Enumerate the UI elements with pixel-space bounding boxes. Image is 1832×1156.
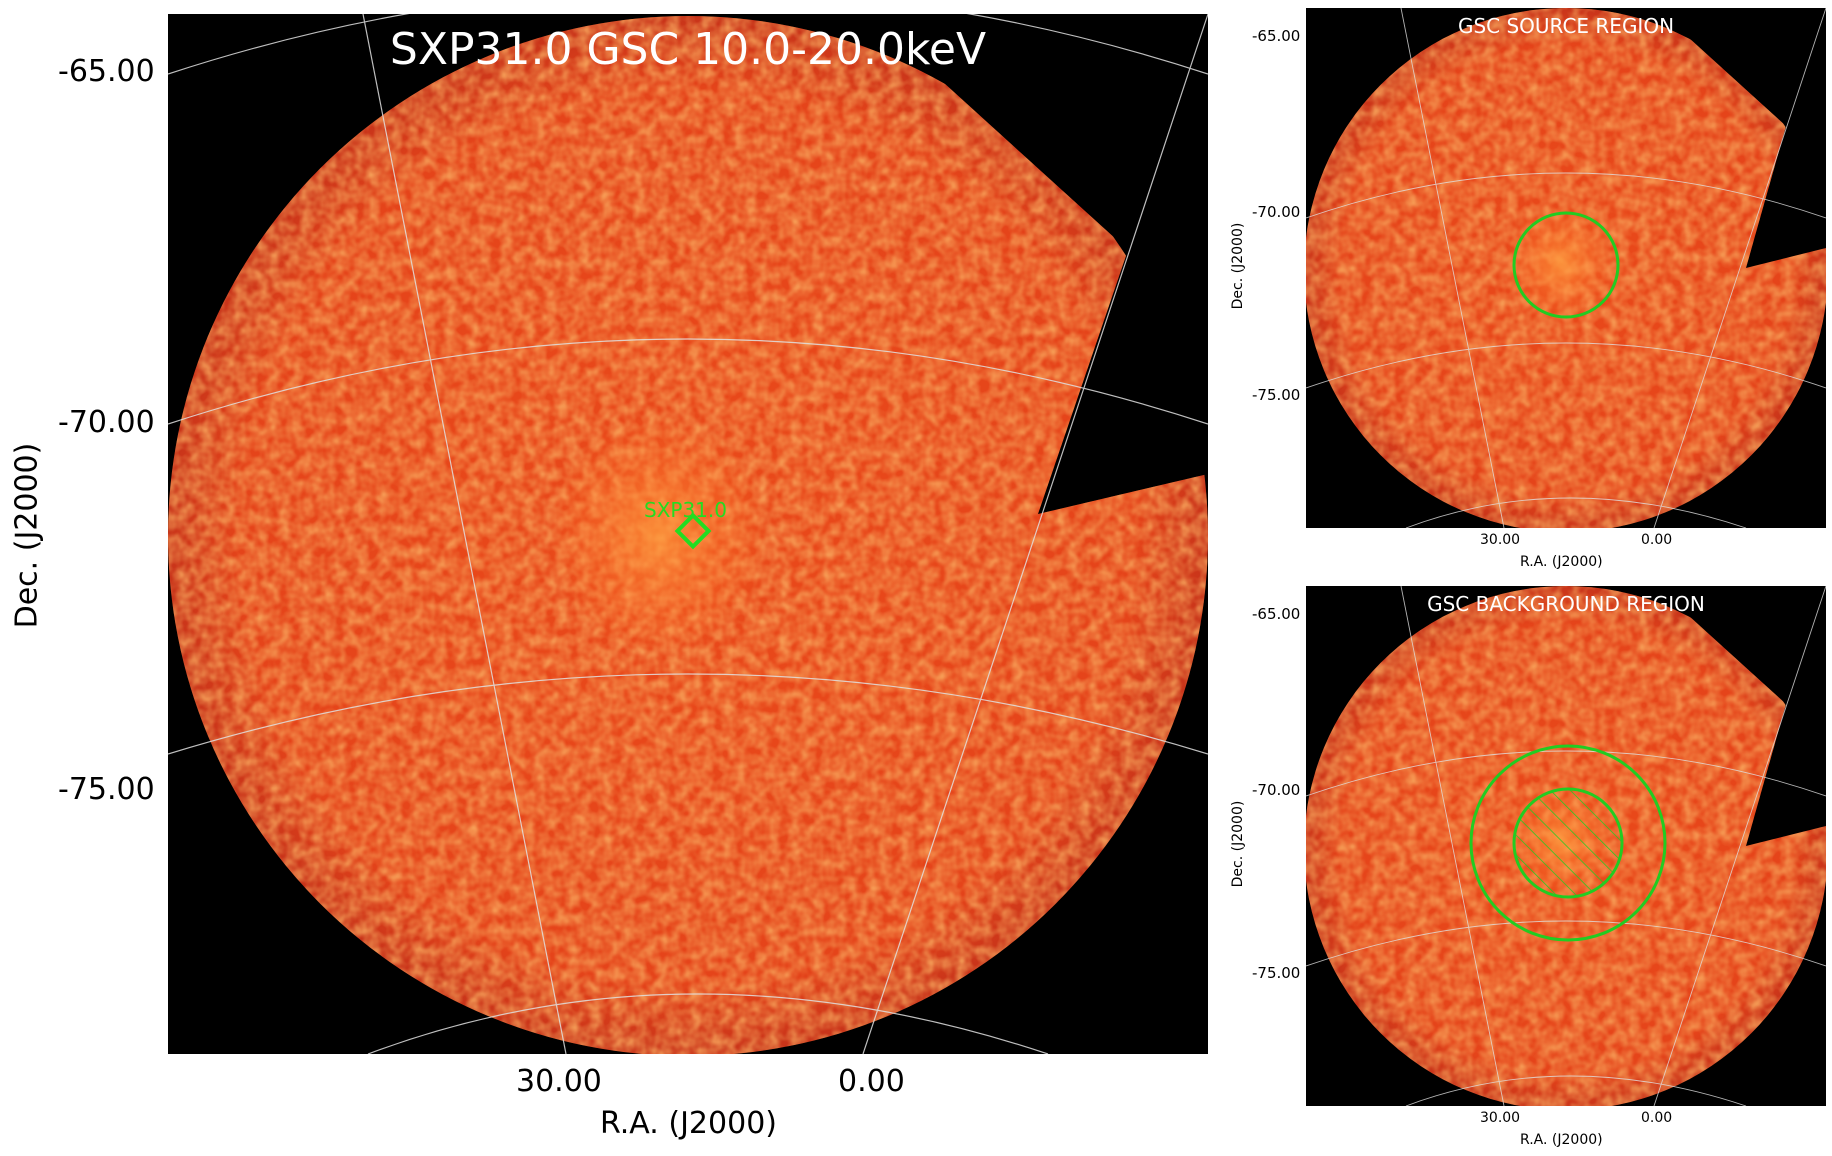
background-y-axis-label: Dec. (J2000)	[1230, 800, 1246, 888]
background-y-tick-1: -65.00	[1252, 605, 1301, 623]
main-y-tick-1: -65.00	[58, 54, 155, 89]
exposure-field	[168, 14, 1208, 1054]
background-panel-title: GSC BACKGROUND REGION	[1427, 592, 1705, 616]
source-panel-title: GSC SOURCE REGION	[1457, 14, 1675, 38]
background-region-image: GSC BACKGROUND REGION	[1306, 586, 1826, 1106]
excluded-source-circle[interactable]	[1512, 787, 1624, 899]
source-y-tick-1: -65.00	[1252, 27, 1301, 45]
source-x-tick-2: 0.00	[1641, 532, 1673, 548]
source-region-circle[interactable]	[1512, 211, 1620, 319]
source-x-tick-1: 30.00	[1480, 532, 1521, 548]
main-x-tick-1: 30.00	[516, 1064, 602, 1099]
background-annulus-circle[interactable]	[1469, 744, 1667, 942]
source-marker-diamond[interactable]	[674, 512, 712, 550]
main-sky-image: SXP31.0	[168, 14, 1208, 1054]
background-x-axis-label: R.A. (J2000)	[1520, 1132, 1603, 1148]
source-y-tick-3: -75.00	[1252, 386, 1301, 404]
background-x-tick-1: 30.00	[1480, 1110, 1521, 1126]
source-y-axis-label: Dec. (J2000)	[1230, 222, 1246, 310]
source-x-axis-label: R.A. (J2000)	[1520, 554, 1603, 570]
source-y-tick-2: -70.00	[1252, 203, 1301, 221]
source-region-image: GSC SOURCE REGION	[1306, 8, 1826, 528]
main-chart-title: SXP31.0 GSC 10.0-20.0keV	[389, 24, 987, 75]
main-x-tick-2: 0.00	[838, 1064, 905, 1099]
coordinate-grid	[168, 14, 1208, 1054]
background-y-tick-3: -75.00	[1252, 964, 1301, 982]
main-y-axis-label: Dec. (J2000)	[9, 442, 45, 629]
main-x-axis-label: R.A. (J2000)	[600, 1106, 777, 1141]
background-y-tick-2: -70.00	[1252, 781, 1301, 799]
main-y-tick-2: -70.00	[58, 405, 155, 440]
background-x-tick-2: 0.00	[1641, 1110, 1673, 1126]
main-y-tick-3: -75.00	[58, 772, 155, 807]
source-marker-label: SXP31.0	[644, 498, 727, 522]
